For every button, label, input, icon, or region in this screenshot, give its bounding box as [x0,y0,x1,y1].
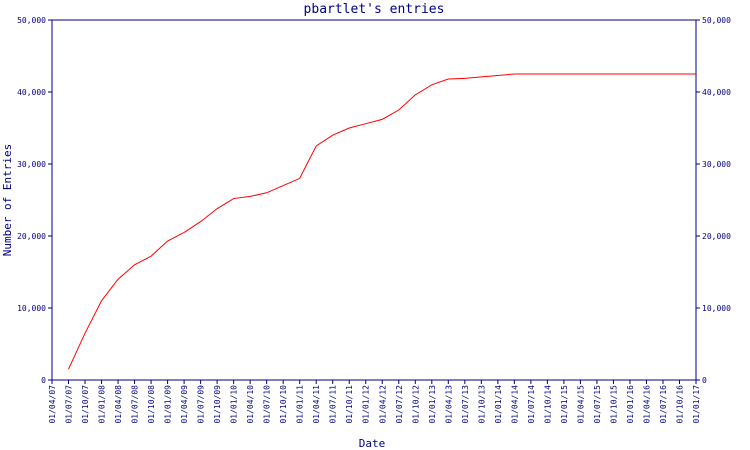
x-tick-label: 01/07/16 [659,385,668,424]
y2-tick-label: 0 [702,376,707,385]
y-axis-label: Number of Entries [1,144,14,257]
x-tick-label: 01/10/09 [213,385,222,424]
x-tick-label: 01/04/10 [246,385,255,424]
x-tick-label: 01/01/14 [494,385,503,424]
x-tick-label: 01/07/14 [527,385,536,424]
x-tick-label: 01/01/08 [98,385,107,424]
x-tick-label: 01/07/13 [461,385,470,424]
x-tick-label: 01/01/10 [230,385,239,424]
x-tick-label: 01/04/16 [642,385,651,424]
data-line [68,73,696,370]
x-tick-label: 01/04/14 [510,385,519,424]
y-tick-label: 50,000 [17,16,46,25]
x-tick-label: 01/01/17 [692,385,701,424]
x-tick-label: 01/04/09 [180,385,189,424]
y-tick-label: 10,000 [17,304,46,313]
x-tick-label: 01/07/09 [197,385,206,424]
x-tick-label: 01/07/15 [593,385,602,424]
y-tick-label: 20,000 [17,232,46,241]
x-tick-label: 01/10/08 [147,385,156,424]
x-tick-label: 01/07/10 [263,385,272,424]
x-tick-label: 01/01/15 [560,385,569,424]
x-tick-label: 01/10/13 [477,385,486,424]
y2-tick-label: 50,000 [702,16,731,25]
x-tick-label: 01/04/15 [576,385,585,424]
x-tick-label: 01/04/11 [312,385,321,424]
x-tick-label: 01/04/08 [114,385,123,424]
x-tick-label: 01/07/12 [395,385,404,424]
x-tick-label: 01/10/15 [609,385,618,424]
x-tick-label: 01/07/07 [65,385,74,424]
x-tick-label: 01/10/07 [81,385,90,424]
x-tick-label: 01/01/13 [428,385,437,424]
x-tick-label: 01/01/16 [626,385,635,424]
y2-tick-label: 20,000 [702,232,731,241]
x-tick-label: 01/10/16 [675,385,684,424]
x-tick-label: 01/01/11 [296,385,305,424]
x-tick-label: 01/04/12 [378,385,387,424]
y-tick-label: 40,000 [17,88,46,97]
x-tick-label: 01/10/14 [543,385,552,424]
x-tick-label: 01/01/12 [362,385,371,424]
x-axis-label: Date [359,437,386,450]
x-tick-label: 01/10/10 [279,385,288,424]
x-tick-label: 01/04/07 [48,385,57,424]
plot-frame [51,19,697,381]
y2-tick-label: 10,000 [702,304,731,313]
x-tick-label: 01/04/13 [444,385,453,424]
x-tick-label: 01/10/12 [411,385,420,424]
x-tick-label: 01/07/08 [131,385,140,424]
y-tick-label: 0 [41,376,46,385]
x-tick-label: 01/01/09 [164,385,173,424]
y2-tick-label: 30,000 [702,160,731,169]
chart-title: pbartlet's entries [304,2,445,17]
x-tick-label: 01/10/11 [345,385,354,424]
x-tick-label: 01/07/11 [329,385,338,424]
y2-tick-label: 40,000 [702,88,731,97]
y-tick-label: 30,000 [17,160,46,169]
